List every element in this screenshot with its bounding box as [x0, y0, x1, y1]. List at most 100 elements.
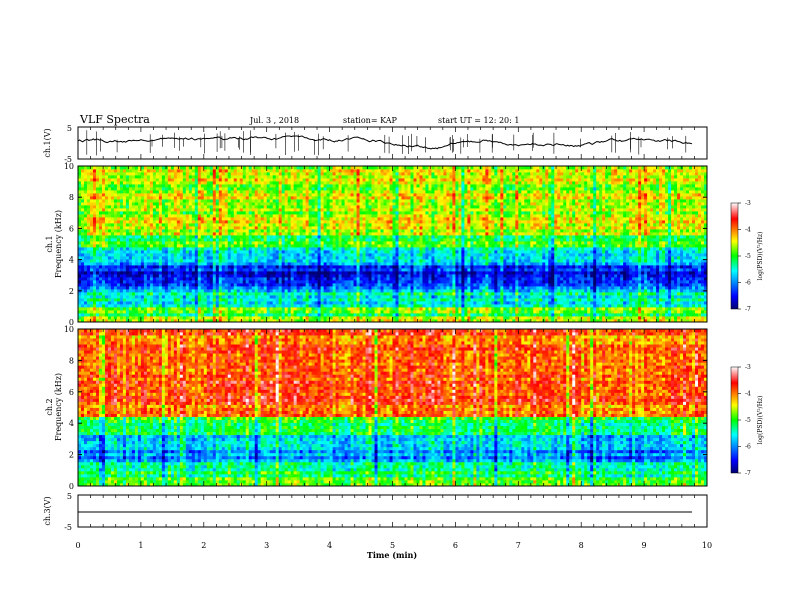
spectrogram-cell — [560, 313, 564, 317]
spectrogram-cell — [140, 265, 145, 269]
spectrogram-cell — [140, 313, 145, 317]
spectrogram-cell — [209, 286, 214, 290]
spectrogram-cell — [413, 253, 417, 257]
spectrogram-cell — [482, 310, 486, 314]
spectrogram-cell — [641, 277, 645, 281]
spectrogram-cell — [449, 310, 453, 314]
spectrogram-cell — [230, 274, 235, 278]
spectrogram-cell — [392, 292, 396, 296]
spectrogram-cell — [497, 289, 501, 293]
spectrogram-cell — [128, 298, 133, 302]
spectrogram-cell — [509, 274, 513, 278]
spectrogram-cell — [194, 259, 199, 263]
spectrogram-cell — [293, 316, 298, 320]
spectrogram-cell — [374, 313, 378, 317]
spectrogram-cell — [173, 280, 178, 284]
spectrogram-cell — [233, 313, 238, 317]
spectrogram-cell — [158, 256, 163, 260]
spectrogram-cell — [578, 274, 582, 278]
spectrogram-cell — [356, 268, 360, 272]
spectrogram-cell — [485, 277, 489, 281]
spectrogram-cell — [236, 295, 241, 299]
spectrogram-cell — [419, 304, 423, 308]
spectrogram-cell — [656, 316, 660, 320]
spectrogram-cell — [248, 277, 253, 281]
spectrogram-cell — [587, 277, 591, 281]
spectrogram-cell — [497, 295, 501, 299]
spectrogram-cell — [188, 277, 193, 281]
spectrogram-cell — [665, 295, 669, 299]
spectrogram-cell — [593, 268, 597, 272]
spectrogram-cell — [338, 253, 342, 257]
spectrogram-cell — [647, 259, 651, 263]
spectrogram-cell — [78, 295, 82, 299]
spectrogram-cell — [569, 286, 573, 290]
spectrogram-cell — [293, 286, 298, 290]
spectrogram-cell — [152, 265, 157, 269]
spectrogram-cell — [470, 289, 474, 293]
spectrogram-cell — [239, 274, 244, 278]
spectrogram-cell — [362, 313, 366, 317]
spectrogram-cell — [446, 268, 450, 272]
spectrogram-cell — [89, 280, 94, 284]
spectrogram-cell — [179, 319, 184, 323]
spectrogram-cell — [539, 286, 543, 290]
spectrogram-cell — [371, 301, 375, 305]
spectrogram-cell — [629, 277, 633, 281]
spectrogram-cell — [437, 274, 441, 278]
spectrogram-cell — [680, 310, 684, 314]
spectrogram-cell — [521, 265, 525, 269]
spectrogram-cell — [662, 280, 666, 284]
spectrogram-cell — [332, 298, 336, 302]
spectrogram-cell — [680, 307, 684, 311]
spectrogram-cell — [542, 295, 546, 299]
spectrogram-cell — [383, 274, 387, 278]
spectrogram-cell — [653, 280, 657, 284]
spectrogram-cell — [350, 304, 354, 308]
spectrogram-cell — [251, 286, 256, 290]
spectrogram-cell — [524, 280, 528, 284]
spectrogram-cell — [548, 262, 552, 266]
spectrogram-cell — [290, 310, 295, 314]
spectrogram-cell — [494, 292, 498, 296]
spectrogram-cell — [194, 277, 199, 281]
spectrogram-cell — [89, 256, 94, 260]
spectrogram-cell — [479, 271, 483, 275]
spectrogram-cell — [494, 259, 498, 263]
spectrogram-cell — [230, 277, 235, 281]
spectrogram-cell — [578, 262, 582, 266]
spectrogram-cell — [242, 319, 247, 323]
spectrogram-cell — [488, 253, 492, 257]
spectrogram-cell — [95, 313, 100, 317]
spectrogram-cell — [110, 286, 115, 290]
spectrogram-cell — [371, 298, 375, 302]
spectrogram-cell — [218, 295, 223, 299]
spectrogram-cell — [293, 274, 298, 278]
spectrogram-cell — [215, 256, 220, 260]
spectrogram-cell — [374, 301, 378, 305]
spectrogram-cell — [701, 316, 705, 320]
spectrogram-cell — [245, 313, 250, 317]
spectrogram-cell — [560, 295, 564, 299]
spectrogram-cell — [116, 301, 121, 305]
spectrogram-cell — [554, 316, 558, 320]
spectrogram-cell — [116, 277, 121, 281]
spectrogram-cell — [278, 277, 283, 281]
spectrogram-cell — [203, 256, 208, 260]
spectrogram-cell — [386, 298, 390, 302]
spectrogram-cell — [218, 250, 223, 254]
spectrogram-cell — [704, 253, 708, 257]
spectrogram-cell — [566, 319, 570, 323]
spectrogram-cell — [488, 298, 492, 302]
spectrogram-cell — [638, 286, 642, 290]
spectrogram-cell — [680, 313, 684, 317]
spectrogram-cell — [356, 301, 360, 305]
spectrogram-cell — [671, 310, 675, 314]
spectrogram-cell — [368, 313, 372, 317]
spectrogram-cell — [140, 250, 145, 254]
spectrogram-cell — [587, 268, 591, 272]
spectrogram-cell — [314, 304, 319, 308]
spectrogram-cell — [533, 289, 537, 293]
spectrogram-cell — [584, 319, 588, 323]
spectrogram-cell — [662, 259, 666, 263]
